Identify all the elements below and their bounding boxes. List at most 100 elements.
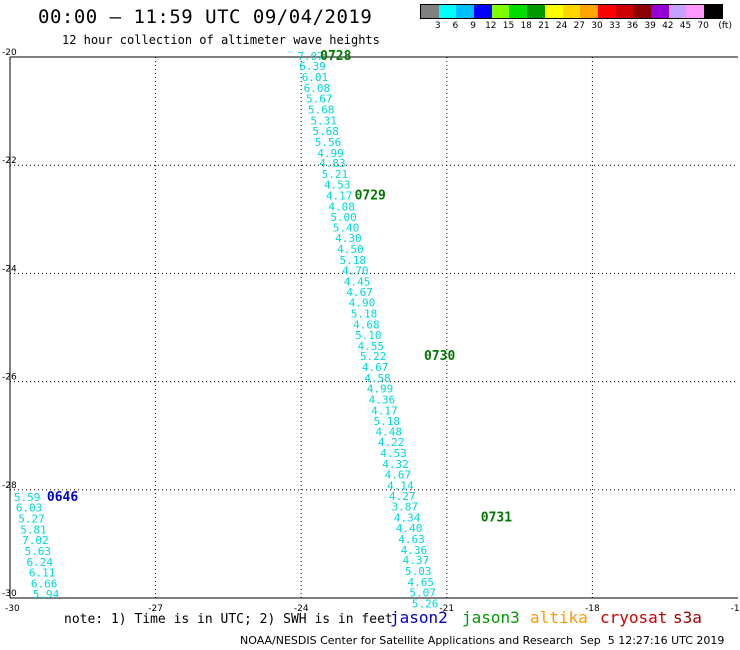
swh-value-label: 5.22 <box>360 350 387 363</box>
swh-value-label: 5.59 <box>14 491 41 504</box>
satellite-jason3: jason3 <box>462 608 520 627</box>
swh-value-label: 5.18 <box>340 254 367 267</box>
legend-swatch <box>650 5 669 18</box>
legend-swatch <box>491 5 510 18</box>
legend-swatch <box>527 5 545 18</box>
swh-value-label: 4.53 <box>324 179 351 192</box>
swh-value-label: 6.01 <box>302 71 329 84</box>
swh-value-label: 6.08 <box>304 82 331 95</box>
swh-value-label: 6.11 <box>29 567 56 580</box>
legend-swatch <box>686 5 704 18</box>
swh-value-label: 4.36 <box>369 393 396 406</box>
swh-value-label: 5.27 <box>18 512 44 525</box>
swh-value-label: 5.03 <box>405 565 432 578</box>
chart-title: 00:00 – 11:59 UTC 09/04/2019 <box>38 6 373 28</box>
swh-value-label: 5.00 <box>330 211 357 224</box>
satellite-s3a: s3a <box>673 608 702 627</box>
legend-swatch <box>509 5 528 18</box>
y-tick-label: -28 <box>2 481 17 491</box>
swh-value-label: 5.21 <box>322 168 349 181</box>
pass-time-label: 0730 <box>424 349 455 364</box>
swh-value-label: 4.32 <box>382 458 409 471</box>
legend-label: 42 <box>662 21 674 31</box>
swh-value-label: 4.34 <box>394 511 421 524</box>
legend-label: 45 <box>679 21 692 31</box>
swh-value-label: 5.07 <box>409 587 436 600</box>
swh-value-label: 4.27 <box>389 490 416 503</box>
legend-label: 15 <box>502 21 515 31</box>
legend-label: 21 <box>538 21 550 31</box>
swh-value-label: 4.17 <box>326 189 353 202</box>
swh-value-label: 5.18 <box>374 415 401 428</box>
footer-note: note: 1) Time is in UTC; 2) SWH is in fe… <box>64 612 393 627</box>
satellite-altika: altika <box>530 608 588 627</box>
swh-value-label: 5.63 <box>25 545 51 558</box>
legend-unit: (ft) <box>718 21 732 31</box>
swh-value-label: 6.03 <box>16 502 43 515</box>
legend-swatch <box>456 5 475 18</box>
legend-label: 18 <box>520 21 532 31</box>
legend-swatch <box>421 5 439 18</box>
legend-swatch <box>580 5 598 18</box>
swh-value-label: 5.94 <box>33 588 60 601</box>
legend-label: 3 <box>434 21 441 31</box>
legend-label: 6 <box>452 21 459 31</box>
swh-value-label: 4.83 <box>319 157 346 170</box>
swh-value-label: 4.08 <box>328 200 355 213</box>
satellite-cryosat: cryosat <box>600 608 668 627</box>
legend-swatch <box>597 5 616 18</box>
legend-label: 27 <box>573 21 586 31</box>
x-tick-label: -18 <box>585 604 600 614</box>
swh-value-label: 4.90 <box>349 297 376 310</box>
swh-value-label: 4.55 <box>357 340 384 353</box>
x-tick-label: -15 <box>731 604 740 614</box>
swh-value-label: 4.67 <box>346 286 373 299</box>
swh-value-label: 5.26 <box>412 597 439 610</box>
satellite-jason2: jason2 <box>390 608 448 627</box>
legend-label: 33 <box>608 21 621 31</box>
y-tick-label: -24 <box>2 264 17 274</box>
swh-value-label: 4.22 <box>378 436 405 449</box>
swh-value-label: 4.36 <box>401 544 428 557</box>
legend-label: 12 <box>485 21 497 31</box>
swh-value-label: 5.81 <box>20 523 47 536</box>
x-tick-label: -27 <box>148 604 163 614</box>
swh-value-label: 6.66 <box>31 577 57 590</box>
pass-time-label: 0731 <box>481 510 512 525</box>
swh-value-label: 5.68 <box>312 125 339 138</box>
swh-value-label: 7.07 <box>297 50 324 63</box>
swh-value-label: 4.99 <box>367 383 394 396</box>
swh-value-label: 4.50 <box>337 243 364 256</box>
swh-value-label: 4.14 <box>387 479 414 492</box>
legend-label: 70 <box>697 21 709 31</box>
legend-swatch <box>474 5 492 18</box>
swh-value-label: 4.67 <box>385 469 412 482</box>
x-tick-label: -21 <box>439 604 454 614</box>
swh-value-label: 4.17 <box>371 404 398 417</box>
y-tick-label: -22 <box>2 156 17 166</box>
legend-label: 30 <box>591 21 603 31</box>
x-tick-label: -24 <box>294 604 309 614</box>
y-tick-label: -26 <box>2 373 17 383</box>
swh-value-label: 4.58 <box>364 372 391 385</box>
y-tick-label: -20 <box>2 48 17 58</box>
swh-value-label: 4.48 <box>375 425 402 438</box>
swh-value-label: 5.40 <box>333 221 360 234</box>
generated-timestamp: Sep 5 12:27:16 UTC 2019 <box>580 634 725 647</box>
axis-layer: -30 -27 -24 -21 -18 -15 -20 -22 -24 -26 -28 -30 <box>2 48 740 614</box>
legend-swatch <box>562 5 581 18</box>
legend-swatch <box>704 5 722 18</box>
credit-line: NOAA/NESDIS Center for Satellite Applica… <box>240 634 574 647</box>
swh-value-label: 6.24 <box>27 556 54 569</box>
swh-value-label: 3.87 <box>391 501 418 514</box>
swh-value-label: 4.63 <box>398 533 425 546</box>
swh-value-label: 4.65 <box>407 576 434 589</box>
legend-label: 24 <box>555 21 568 31</box>
legend-swatch <box>633 5 651 18</box>
grid-layer <box>10 57 738 598</box>
y-tick-label: -30 <box>2 589 17 599</box>
swh-value-label: 5.67 <box>306 93 333 106</box>
pass-time-label: 0728 <box>320 49 351 64</box>
pass-time-label: 0729 <box>355 188 386 203</box>
